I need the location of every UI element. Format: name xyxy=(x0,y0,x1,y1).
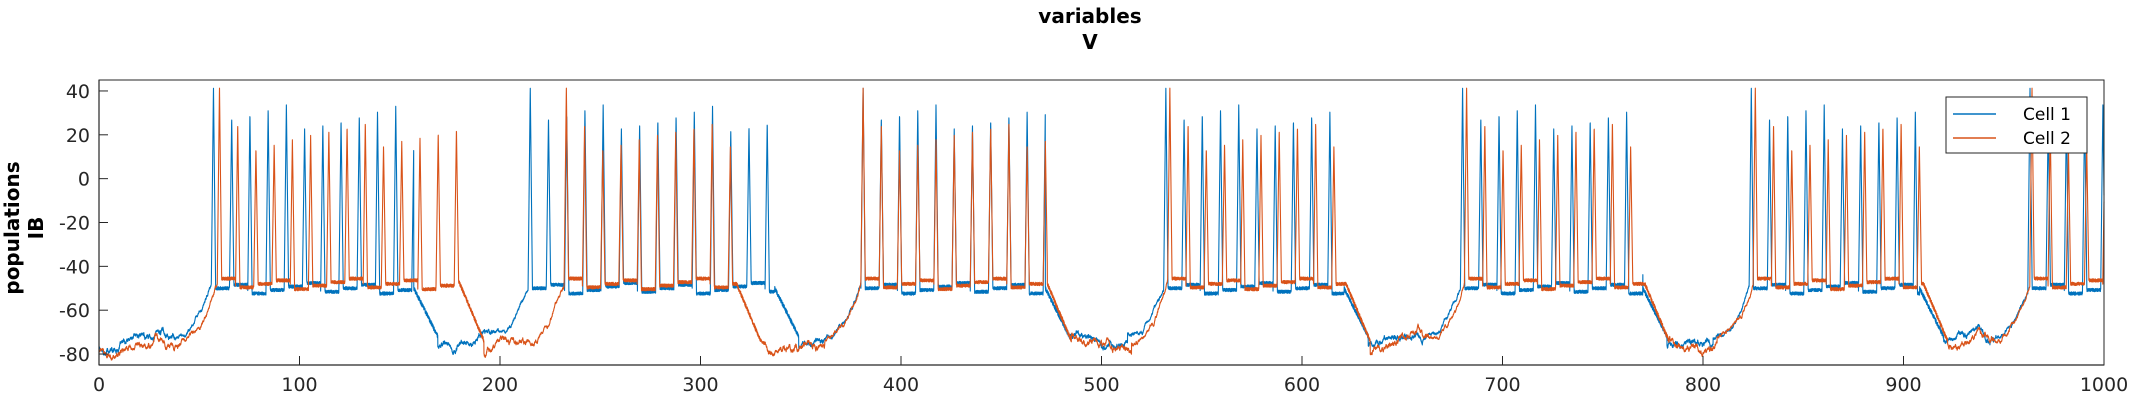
series-line-cell-1 xyxy=(98,87,2105,357)
x-tick-label: 100 xyxy=(281,374,317,396)
x-tick-label: 200 xyxy=(482,374,518,396)
x-tick-label: 600 xyxy=(1284,374,1320,396)
legend-label-cell-2: Cell 2 xyxy=(2023,129,2071,149)
legend-label-cell-1: Cell 1 xyxy=(2023,105,2071,125)
chart-title-line-1: variables xyxy=(1038,4,1141,28)
x-tick-label: 700 xyxy=(1484,374,1520,396)
y-ticks: -80 -60 -40 -20 0 20 40 xyxy=(59,81,108,366)
x-tick-label: 900 xyxy=(1885,374,1921,396)
legend: Cell 1 Cell 2 xyxy=(1945,96,2088,154)
y-tick-label: -40 xyxy=(59,256,90,278)
x-ticks: 0 100 200 300 400 500 600 700 800 900 1000 xyxy=(93,356,2128,396)
y-tick-label: -80 xyxy=(59,344,90,366)
y-axis-label-line-2: IB xyxy=(24,217,48,240)
series-layer xyxy=(98,87,2105,361)
series-line-cell-2 xyxy=(98,87,2105,361)
y-tick-label: -20 xyxy=(59,213,90,235)
x-tick-label: 400 xyxy=(883,374,919,396)
y-tick-label: -60 xyxy=(59,300,90,322)
y-axis-label: populations IB xyxy=(0,161,48,294)
x-tick-label: 500 xyxy=(1083,374,1119,396)
y-tick-label: 40 xyxy=(66,81,90,103)
legend-box xyxy=(1945,96,2088,154)
x-tick-label: 800 xyxy=(1685,374,1721,396)
y-axis-label-line-1: populations xyxy=(0,161,24,294)
plot-frame xyxy=(98,79,2105,366)
x-tick-label: 1000 xyxy=(2080,374,2128,396)
y-tick-label: 0 xyxy=(78,169,90,191)
x-tick-label: 300 xyxy=(682,374,718,396)
y-tick-label: 20 xyxy=(66,125,90,147)
x-tick-label: 0 xyxy=(93,374,105,396)
chart-title-line-2: V xyxy=(1082,30,1098,54)
chart-title: variables V xyxy=(1038,4,1141,54)
